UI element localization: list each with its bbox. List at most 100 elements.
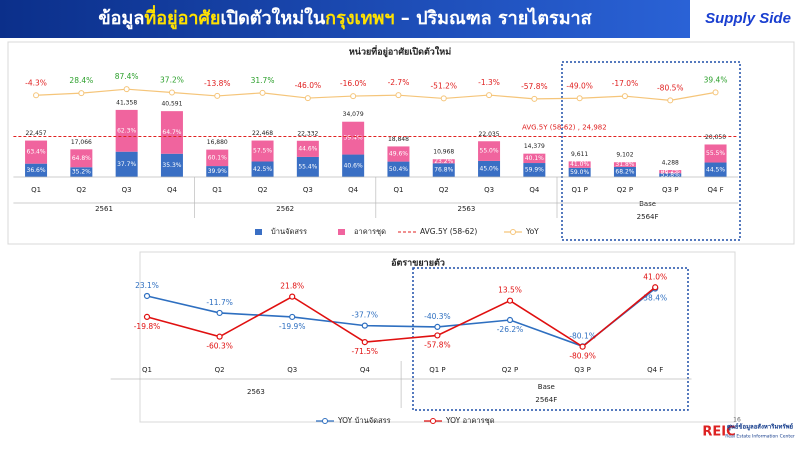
group-label: 2564F — [535, 396, 557, 404]
data-label: -40.3% — [424, 312, 451, 321]
bar-segment — [659, 173, 682, 177]
data-label: 13.5% — [498, 286, 522, 295]
org-thai: ศูนย์ข้อมูลอสังหาริมทรัพย์ — [727, 423, 794, 432]
data-label: 39.4% — [704, 75, 728, 84]
bar-segment — [342, 121, 365, 155]
series-point — [361, 339, 368, 346]
yoy-point — [712, 89, 719, 96]
series-line — [146, 287, 656, 348]
total-label: 14,379 — [524, 143, 545, 150]
bar-segment — [206, 149, 229, 167]
yoy-point — [440, 95, 447, 102]
title-part: กรุงเทพฯ — [325, 8, 394, 30]
data-label: 60.1% — [208, 154, 227, 161]
x-tick-label: Q3 — [484, 186, 494, 194]
yoy-point — [486, 92, 493, 99]
legend-label: YOY อาคารชุด — [445, 416, 495, 425]
data-label: -17.0% — [612, 79, 639, 88]
data-label: 49.6% — [389, 151, 408, 158]
x-tick-label: Q3 — [287, 366, 297, 374]
series-point — [506, 316, 514, 324]
legend-swatch — [338, 229, 345, 235]
total-label: 41,358 — [116, 99, 137, 106]
bar-segment — [613, 162, 636, 167]
bar-segment — [523, 153, 546, 164]
x-tick-label: Q2 P — [617, 186, 633, 194]
series-point — [361, 322, 368, 329]
x-tick-label: Q3 — [303, 186, 313, 194]
slide-title: ข้อมูลที่อยู่อาศัยเปิดตัวใหม่ในกรุงเทพฯ … — [98, 5, 592, 30]
data-label: -60.3% — [206, 342, 233, 351]
data-label: 55.4% — [298, 163, 317, 170]
bar-segment — [296, 140, 319, 157]
data-label: -37.7% — [352, 311, 379, 320]
yoy-point — [214, 92, 221, 99]
side-label: Supply Side — [705, 10, 791, 27]
data-label: 64.7% — [162, 129, 181, 136]
data-label: 50.4% — [389, 166, 408, 173]
data-label: -80.1% — [569, 331, 596, 340]
bar-segment — [704, 144, 727, 163]
data-label: -26.2% — [497, 325, 524, 334]
bar-segment — [160, 153, 183, 177]
x-tick-label: Q1 — [142, 366, 152, 374]
data-label: 87.4% — [115, 72, 139, 81]
total-label: 40,591 — [161, 101, 182, 108]
title-part: เปิดตัวใหม่ใน — [220, 7, 325, 29]
bar-segment — [613, 166, 636, 177]
data-label: -1.3% — [478, 78, 500, 87]
total-label: 22,332 — [297, 130, 318, 137]
data-label: 64.8% — [72, 155, 91, 162]
data-label: 45.0% — [480, 165, 499, 172]
bar-segment — [387, 146, 410, 162]
series-point — [143, 292, 151, 300]
data-label: 44.5% — [706, 166, 725, 173]
total-label: 22,468 — [252, 130, 273, 137]
org-english: Real Estate Information Center — [725, 434, 795, 440]
data-label: -11.7% — [206, 298, 233, 307]
x-tick-label: Q3 P — [574, 366, 590, 374]
series-point — [289, 293, 296, 300]
forecast-label: Base — [538, 383, 555, 391]
data-label: 23.2% — [434, 158, 453, 165]
data-label: 62.3% — [117, 127, 136, 134]
series-point — [434, 332, 441, 339]
data-label: -19.9% — [279, 322, 306, 331]
bar-segment — [160, 111, 183, 154]
data-label: 37.7% — [117, 161, 136, 168]
bar-segment — [659, 170, 682, 174]
data-label: 59.4% — [344, 135, 363, 142]
bar-segment — [478, 160, 501, 177]
series-point — [506, 297, 514, 304]
yoy-point — [395, 92, 402, 99]
data-label: -71.5% — [352, 347, 379, 356]
bar-segment — [568, 161, 591, 168]
yoy-point — [33, 92, 40, 99]
yoy-point — [259, 89, 266, 96]
legend-swatch — [322, 418, 328, 424]
series-point — [289, 313, 296, 321]
series-line — [146, 286, 656, 348]
x-tick-label: Q4 F — [707, 186, 723, 194]
total-label: 34,079 — [343, 111, 364, 118]
bar-segment — [568, 167, 591, 177]
x-tick-label: Q1 — [31, 186, 41, 194]
data-label: 36.6% — [27, 167, 46, 174]
total-label: 18,848 — [388, 136, 409, 143]
yoy-point — [576, 95, 583, 102]
yoy-point — [168, 89, 175, 96]
legend-label: AVG.5Y (58-62) — [420, 227, 477, 236]
series-point — [652, 284, 659, 291]
total-label: 10,968 — [433, 149, 454, 156]
yoy-point — [304, 95, 311, 102]
data-label: -57.8% — [521, 82, 548, 91]
data-label: -16.0% — [340, 79, 367, 88]
x-tick-label: Q2 — [258, 186, 268, 194]
bar-segment — [342, 154, 365, 177]
data-label: 76.8% — [434, 167, 453, 174]
total-label: 17,066 — [71, 139, 92, 146]
group-label: 2562 — [276, 205, 294, 213]
data-label: 31.7% — [251, 76, 275, 85]
data-label: -13.8% — [204, 79, 231, 88]
